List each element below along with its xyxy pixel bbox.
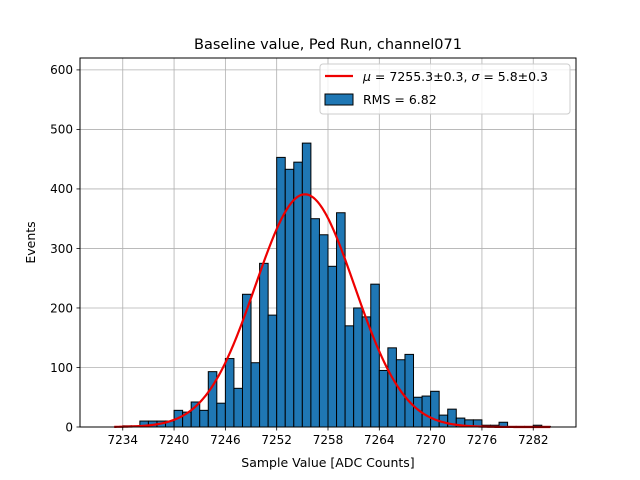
y-tick-label: 200	[50, 301, 73, 315]
histogram-bar	[267, 314, 278, 428]
x-tick-label: 7270	[415, 433, 446, 447]
histogram-bar	[387, 347, 397, 428]
y-tick-label: 300	[50, 242, 73, 256]
histogram-bar	[250, 362, 261, 428]
histogram-bar	[361, 316, 372, 428]
histogram-bar	[378, 369, 389, 428]
histogram-bar	[216, 402, 226, 428]
y-tick-label: 100	[50, 361, 73, 375]
gaussian-fit	[114, 193, 551, 429]
legend-hist-swatch	[324, 93, 354, 106]
histogram-bar	[336, 212, 346, 428]
x-axis-label: Sample Value [ADC Counts]	[241, 455, 414, 470]
gaussian-fit-line	[114, 193, 551, 429]
histogram-bar	[241, 293, 252, 428]
histogram-bar	[404, 353, 415, 428]
y-tick-label: 0	[65, 420, 73, 434]
legend-fit-label: μ = 7255.3±0.3, σ = 5.8±0.3	[362, 69, 548, 84]
y-tick-label: 400	[50, 182, 73, 196]
x-tick-label: 7282	[518, 433, 549, 447]
histogram-bars	[122, 142, 551, 428]
legend-mu-value: = 7255.3±0.3,	[371, 69, 471, 84]
legend-box	[319, 63, 571, 115]
histogram-bar	[199, 409, 209, 428]
y-axis: 0 100 200 300 400 500 600	[50, 63, 80, 434]
legend-hist-label: RMS = 6.82	[363, 92, 437, 107]
x-axis: 7234 7240 7246 7252 7258 7264 7270 7276 7282	[107, 427, 549, 447]
histogram-bar	[344, 325, 355, 428]
legend-sigma-symbol: σ	[471, 69, 480, 84]
x-tick-label: 7246	[210, 433, 241, 447]
y-tick-label: 600	[50, 63, 73, 77]
legend-mu-symbol: μ	[362, 69, 371, 84]
histogram-bar	[353, 307, 363, 428]
histogram-bar	[310, 218, 320, 428]
histogram-bar	[318, 234, 329, 428]
x-tick-label: 7240	[159, 433, 190, 447]
y-axis-label: Events	[23, 221, 38, 263]
histogram-bar	[224, 358, 235, 428]
x-tick-label: 7276	[467, 433, 498, 447]
x-tick-label: 7234	[107, 433, 138, 447]
x-tick-label: 7264	[364, 433, 395, 447]
histogram-bar	[259, 262, 269, 428]
histogram-bar	[301, 142, 312, 428]
legend: μ = 7255.3±0.3, σ = 5.8±0.3 RMS = 6.82	[319, 63, 571, 115]
histogram-bar	[276, 156, 286, 428]
histogram-bar	[327, 265, 338, 428]
histogram-bar	[421, 395, 432, 428]
chart-title: Baseline value, Ped Run, channel071	[194, 37, 462, 53]
x-tick-label: 7258	[313, 433, 344, 447]
histogram-bar	[233, 387, 243, 428]
x-tick-label: 7252	[261, 433, 292, 447]
histogram-bar	[370, 283, 380, 428]
legend-sigma-value: = 5.8±0.3	[479, 69, 548, 84]
histogram-bar	[293, 161, 303, 428]
y-tick-label: 500	[50, 123, 73, 137]
